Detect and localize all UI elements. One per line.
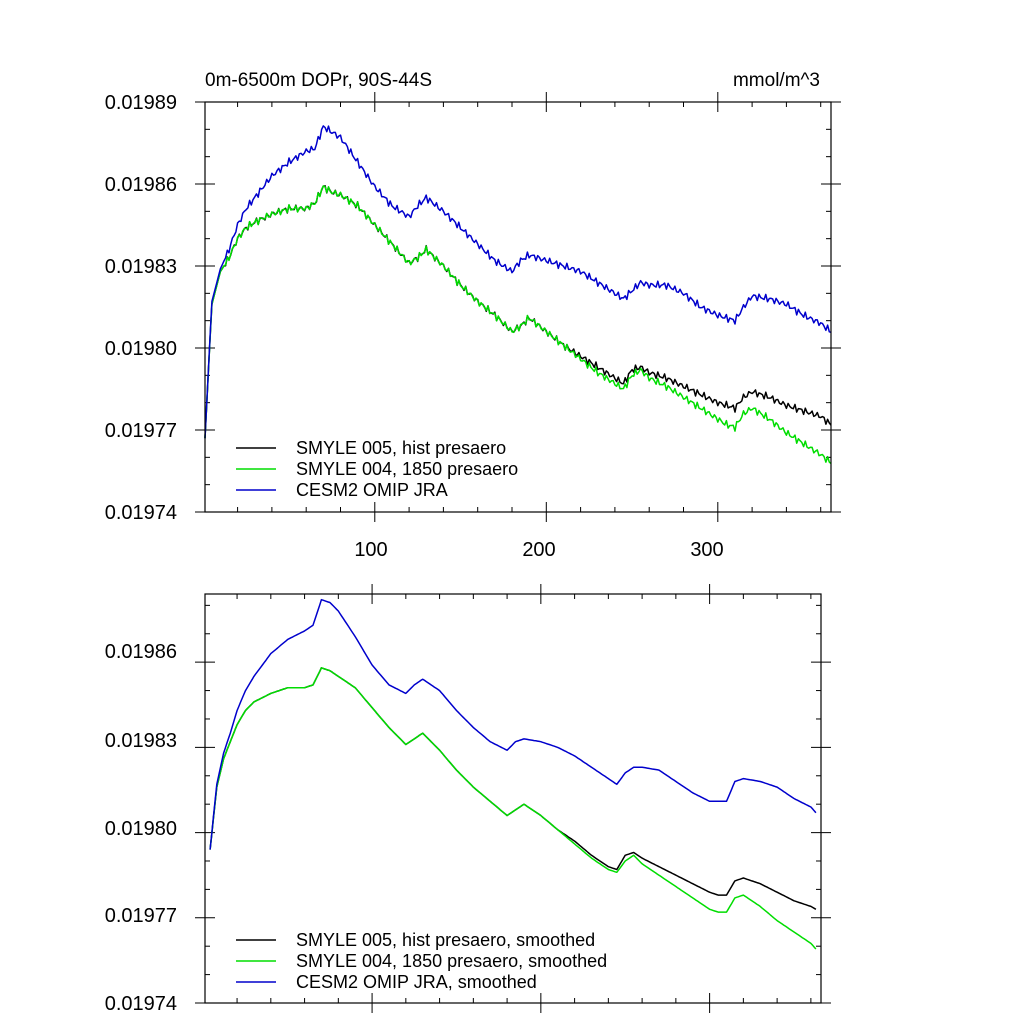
panel-2-legend: SMYLE 005, hist presaero, smoothed SMYLE…: [236, 930, 607, 992]
panel-2: 0.01986 0.01983 0.01980 0.01977 0.01974 …: [105, 584, 831, 1015]
series-line-cesm2-omip-jra: [204, 125, 832, 439]
panel-1-y-tick-labels: 0.01989 0.01986 0.01983 0.01980 0.01977 …: [105, 92, 177, 524]
panel-2-y-tick-label: 0.01977: [105, 905, 177, 927]
legend-label-smyle-005: SMYLE 005, hist presaero: [296, 438, 506, 458]
panel-1: 0m-6500m DOPr, 90S-44S mmol/m^3 0.01989 …: [105, 70, 841, 561]
panel-1-x-tick-labels: 100 200 300: [354, 539, 723, 561]
panel-1-legend: SMYLE 005, hist presaero SMYLE 004, 1850…: [236, 438, 518, 500]
panel-1-x-tick-label: 100: [354, 539, 387, 561]
panel-1-lines: [204, 125, 832, 465]
series-line-smyle-005-hist-presaero: [204, 185, 832, 439]
series-line-cesm2-omip-jra-smoothed: [209, 598, 817, 850]
panel-2-y-tick-labels: 0.01986 0.01983 0.01980 0.01977 0.01974: [105, 641, 177, 1015]
panel-2-y-tick-label: 0.01986: [105, 641, 177, 663]
panel-2-frame: [204, 593, 822, 1004]
legend-label-smyle-004-smoothed: SMYLE 004, 1850 presaero, smoothed: [296, 951, 607, 971]
panel-1-title: 0m-6500m DOPr, 90S-44S: [205, 70, 432, 91]
series-line-smyle-004-1850-presaero-smoothed: [209, 667, 817, 950]
panel-1-y-tick-label: 0.01983: [105, 256, 177, 278]
panel-2-lines: [209, 598, 817, 950]
legend-label-cesm2-smoothed: CESM2 OMIP JRA, smoothed: [296, 972, 537, 992]
panel-1-y-tick-label: 0.01980: [105, 338, 177, 360]
legend-label-smyle-004: SMYLE 004, 1850 presaero: [296, 459, 518, 479]
panel-2-y-tick-label: 0.01980: [105, 818, 177, 840]
panel-1-y-tick-label: 0.01989: [105, 92, 177, 114]
panel-1-frame: [204, 101, 832, 513]
legend-label-smyle-005-smoothed: SMYLE 005, hist presaero, smoothed: [296, 930, 595, 950]
panel-1-y-tick-label: 0.01974: [105, 502, 177, 524]
series-line-smyle-005-hist-presaero-smoothed: [209, 667, 817, 910]
panel-2-y-tick-label: 0.01983: [105, 730, 177, 752]
series-line-smyle-004-1850-presaero: [204, 185, 832, 465]
panel-1-x-tick-label: 200: [522, 539, 555, 561]
panel-1-units: mmol/m^3: [733, 70, 820, 91]
panel-1-y-tick-label: 0.01977: [105, 420, 177, 442]
legend-label-cesm2: CESM2 OMIP JRA: [296, 480, 448, 500]
panel-1-y-tick-label: 0.01986: [105, 174, 177, 196]
panel-2-y-tick-label: 0.01974: [105, 993, 177, 1015]
panel-1-x-tick-label: 300: [690, 539, 723, 561]
